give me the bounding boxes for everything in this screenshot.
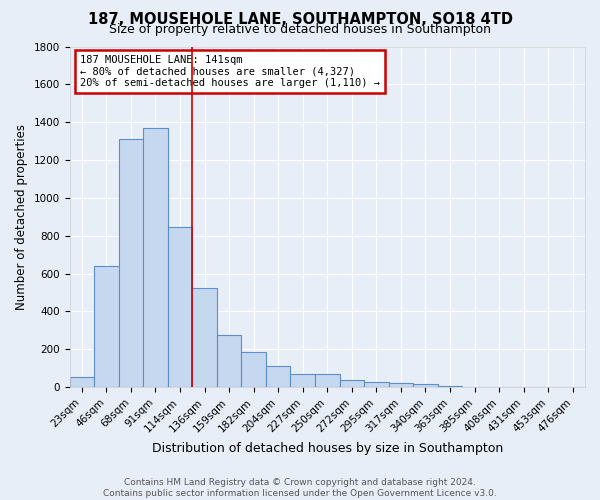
Text: Contains HM Land Registry data © Crown copyright and database right 2024.
Contai: Contains HM Land Registry data © Crown c… [103, 478, 497, 498]
Bar [340, 380, 364, 387]
X-axis label: Distribution of detached houses by size in Southampton: Distribution of detached houses by size … [152, 442, 503, 455]
Y-axis label: Number of detached properties: Number of detached properties [15, 124, 28, 310]
Bar [266, 366, 290, 387]
Bar [119, 139, 143, 387]
Bar [217, 335, 241, 387]
Text: 187 MOUSEHOLE LANE: 141sqm
← 80% of detached houses are smaller (4,327)
20% of s: 187 MOUSEHOLE LANE: 141sqm ← 80% of deta… [80, 55, 380, 88]
Bar [94, 266, 119, 387]
Bar [364, 382, 389, 387]
Bar [315, 374, 340, 387]
Bar [143, 128, 168, 387]
Bar [192, 288, 217, 387]
Text: Size of property relative to detached houses in Southampton: Size of property relative to detached ho… [109, 22, 491, 36]
Bar [168, 227, 192, 387]
Bar [413, 384, 438, 387]
Bar [290, 374, 315, 387]
Bar [70, 376, 94, 387]
Bar [438, 386, 462, 387]
Text: 187, MOUSEHOLE LANE, SOUTHAMPTON, SO18 4TD: 187, MOUSEHOLE LANE, SOUTHAMPTON, SO18 4… [88, 12, 512, 28]
Bar [389, 384, 413, 387]
Bar [241, 352, 266, 387]
